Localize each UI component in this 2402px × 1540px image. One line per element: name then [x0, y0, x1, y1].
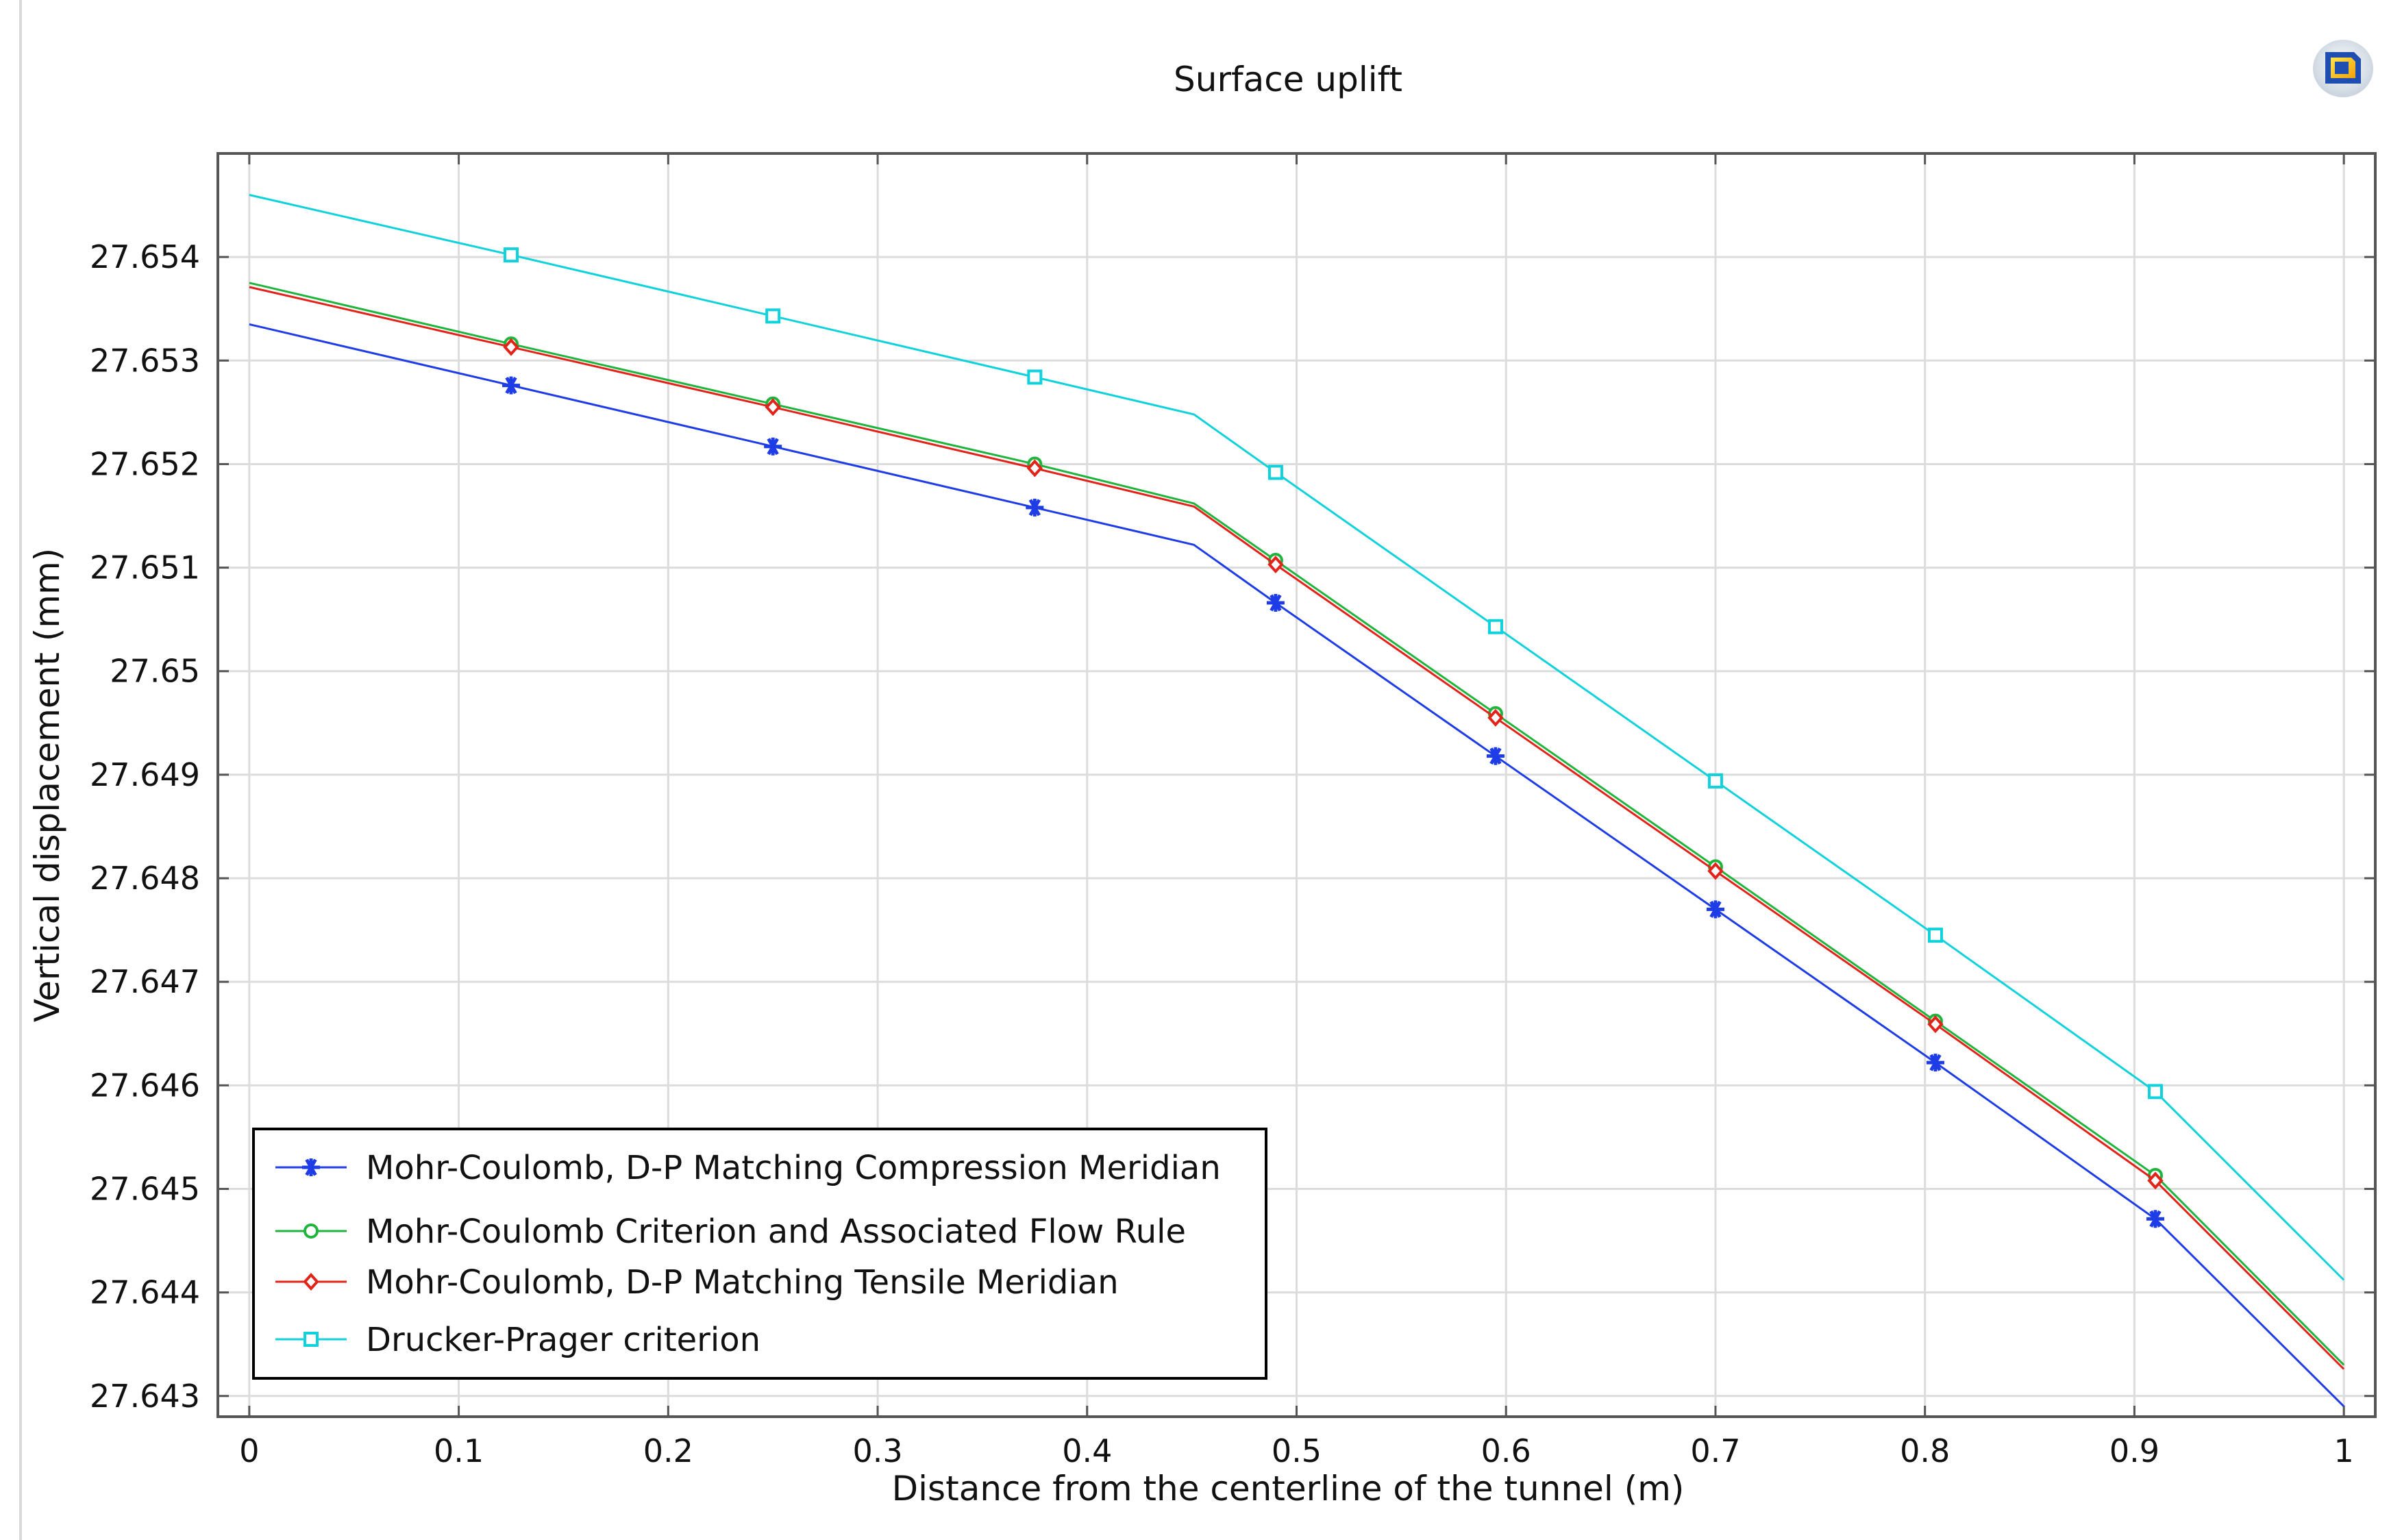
data-point: [765, 398, 781, 417]
data-point: [1267, 556, 1284, 574]
series-4: [249, 194, 2345, 1281]
x-tick-label: 0.6: [1481, 1432, 1531, 1469]
x-tick-label: 0.2: [643, 1432, 693, 1469]
data-point: [503, 338, 519, 356]
legend-item: Drucker-Prager criterion: [275, 1321, 760, 1359]
legend-label: Mohr-Coulomb, D-P Matching Compression M…: [366, 1149, 1221, 1187]
y-tick-label: 27.651: [90, 549, 200, 586]
data-point: [765, 308, 781, 324]
y-tick-label: 27.649: [90, 756, 200, 793]
data-series: [249, 194, 2345, 1407]
y-axis-label: Vertical displacement (mm): [27, 548, 67, 1022]
legend-item: Mohr-Coulomb, D-P Matching Compression M…: [275, 1149, 1221, 1187]
y-tick-label: 27.653: [90, 342, 200, 379]
data-point: [1706, 900, 1724, 919]
data-point: [1267, 464, 1283, 480]
legend-marker: [304, 1332, 319, 1347]
data-point: [1027, 369, 1043, 385]
legend-marker: [302, 1158, 320, 1176]
legend-item: Mohr-Coulomb, D-P Matching Tensile Merid…: [275, 1263, 1119, 1302]
data-point: [1707, 862, 1724, 880]
data-point: [1486, 747, 1505, 765]
data-point: [1926, 1054, 1944, 1072]
y-tick-label: 27.654: [90, 238, 200, 275]
x-tick-label: 1: [2334, 1432, 2354, 1469]
legend-item: Mohr-Coulomb Criterion and Associated Fl…: [275, 1213, 1186, 1251]
data-point: [1487, 619, 1503, 634]
legend-marker: [304, 1224, 319, 1239]
x-tick-label: 0.9: [2109, 1432, 2159, 1469]
y-tick-label: 27.645: [90, 1170, 200, 1207]
legend-items: Mohr-Coulomb, D-P Matching Compression M…: [275, 1149, 1221, 1359]
data-point: [1927, 928, 1943, 943]
data-point: [1487, 708, 1504, 727]
x-tick-label: 0.4: [1062, 1432, 1112, 1469]
y-tick-label: 27.648: [90, 860, 200, 897]
y-tick-label: 27.646: [90, 1067, 200, 1104]
data-point: [1707, 773, 1723, 788]
y-tick-label: 27.647: [90, 963, 200, 1000]
x-tick-label: 0.8: [1900, 1432, 1950, 1469]
data-point: [2147, 1171, 2164, 1190]
data-point: [2147, 1084, 2163, 1100]
x-tick-label: 0.5: [1272, 1432, 1322, 1469]
data-point: [502, 376, 521, 395]
y-tick-label: 27.643: [90, 1378, 200, 1415]
data-point: [2146, 1210, 2164, 1228]
chart-title: Surface uplift: [1174, 60, 1402, 99]
comsol-logo-icon: [2313, 40, 2373, 97]
legend-box: [252, 1128, 1267, 1380]
data-point: [1266, 593, 1285, 612]
data-point: [1026, 459, 1043, 477]
plot-frame-border: [216, 152, 2377, 1418]
data-point: [1927, 1015, 1944, 1034]
series-3: [249, 286, 2345, 1370]
window-left-border: [19, 0, 22, 1540]
legend-label: Mohr-Coulomb Criterion and Associated Fl…: [366, 1213, 1186, 1251]
data-point: [504, 247, 519, 263]
y-tick-labels: 27.643 27.644 27.645 27.646 27.647 27.648 27.6…: [90, 238, 200, 1415]
y-tick-label: 27.652: [90, 445, 200, 482]
x-tick-label: 0: [239, 1432, 259, 1469]
series-1: [249, 323, 2345, 1407]
y-tick-label: 27.65: [110, 653, 200, 690]
x-tick-labels: 0 0.1 0.2 0.3 0.4 0.5 0.6 0.7 0.8 0.9 1: [239, 1432, 2354, 1469]
legend-label: Mohr-Coulomb, D-P Matching Tensile Merid…: [366, 1263, 1119, 1302]
x-tick-label: 0.1: [434, 1432, 484, 1469]
legend: Mohr-Coulomb, D-P Matching Compression M…: [252, 1128, 1267, 1380]
data-point: [764, 437, 782, 456]
y-tick-label: 27.644: [90, 1274, 200, 1311]
legend-label: Drucker-Prager criterion: [366, 1321, 760, 1359]
x-tick-label: 0.7: [1690, 1432, 1740, 1469]
x-tick-label: 0.3: [852, 1432, 902, 1469]
x-axis-label: Distance from the centerline of the tunn…: [892, 1469, 1685, 1508]
axis-ticks: [218, 153, 2375, 1417]
data-point: [1026, 498, 1044, 517]
legend-marker: [303, 1273, 319, 1291]
